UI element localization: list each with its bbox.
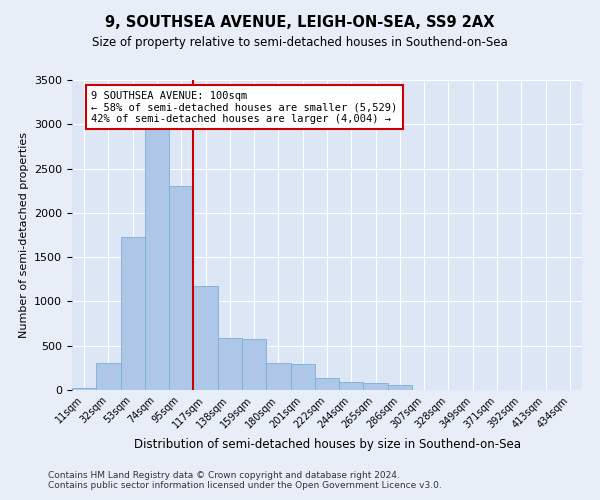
Bar: [193, 286, 218, 390]
Bar: [72, 388, 96, 390]
Bar: [290, 364, 315, 390]
Text: 9 SOUTHSEA AVENUE: 100sqm
← 58% of semi-detached houses are smaller (5,529)
42% : 9 SOUTHSEA AVENUE: 100sqm ← 58% of semi-…: [91, 90, 398, 124]
Bar: [218, 338, 242, 390]
Text: Size of property relative to semi-detached houses in Southend-on-Sea: Size of property relative to semi-detach…: [92, 36, 508, 49]
Text: 9, SOUTHSEA AVENUE, LEIGH-ON-SEA, SS9 2AX: 9, SOUTHSEA AVENUE, LEIGH-ON-SEA, SS9 2A…: [105, 15, 495, 30]
Text: Contains public sector information licensed under the Open Government Licence v3: Contains public sector information licen…: [48, 480, 442, 490]
Bar: [242, 338, 266, 390]
Bar: [315, 378, 339, 390]
Bar: [121, 237, 145, 390]
Text: Contains HM Land Registry data © Crown copyright and database right 2024.: Contains HM Land Registry data © Crown c…: [48, 470, 400, 480]
Bar: [364, 383, 388, 390]
Bar: [169, 186, 193, 390]
Bar: [145, 126, 169, 390]
Bar: [388, 384, 412, 390]
Bar: [339, 382, 364, 390]
Bar: [266, 364, 290, 390]
X-axis label: Distribution of semi-detached houses by size in Southend-on-Sea: Distribution of semi-detached houses by …: [133, 438, 521, 451]
Bar: [96, 362, 121, 390]
Y-axis label: Number of semi-detached properties: Number of semi-detached properties: [19, 132, 29, 338]
